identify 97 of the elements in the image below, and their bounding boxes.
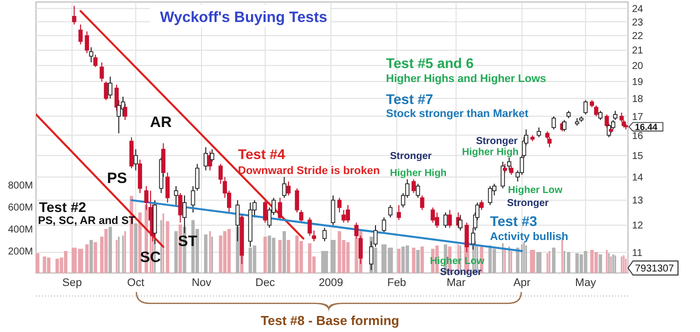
candlestick bbox=[583, 100, 588, 115]
annotation: Higher High bbox=[462, 147, 519, 158]
candlestick bbox=[420, 194, 424, 210]
candlestick bbox=[598, 110, 603, 120]
candlestick bbox=[488, 186, 492, 206]
y-tick-label: 13 bbox=[632, 196, 644, 207]
x-tick-label: Sep bbox=[62, 277, 82, 289]
annotation: Test #7 bbox=[386, 91, 434, 107]
annotation: AR bbox=[150, 114, 172, 131]
annotation: Higher High bbox=[390, 168, 447, 179]
text: Test #8 - Base forming bbox=[260, 313, 400, 328]
annotation: 16.44 bbox=[634, 122, 658, 132]
annotation: Stronger bbox=[440, 267, 482, 278]
y2-tick-label: 800M bbox=[8, 180, 33, 192]
x-tick-label: Feb bbox=[387, 277, 406, 289]
y-tick-label: 22 bbox=[632, 31, 644, 42]
candlestick bbox=[388, 204, 392, 218]
annotation: Activity bullish bbox=[490, 231, 569, 243]
candlestick bbox=[448, 209, 452, 228]
annotation: Test #3 bbox=[490, 213, 538, 229]
annotation: ST bbox=[178, 233, 198, 250]
y-tick-label: 23 bbox=[632, 17, 644, 28]
text: Wyckoff's Buying Tests bbox=[160, 9, 328, 26]
candlestick bbox=[507, 157, 512, 171]
x-tick-label: Mar bbox=[446, 277, 466, 289]
candlestick bbox=[412, 178, 416, 194]
y-tick-label: 12 bbox=[632, 220, 644, 232]
candlestick bbox=[322, 227, 327, 242]
y-tick-label: 15 bbox=[632, 150, 644, 162]
candlestick bbox=[552, 116, 556, 130]
annotation: Test #5 and 6 bbox=[386, 55, 474, 71]
candlestick bbox=[330, 194, 336, 226]
x-tick-label: Oct bbox=[127, 277, 144, 289]
candlestick bbox=[282, 176, 286, 198]
x-tick-label: Dec bbox=[255, 277, 276, 289]
candlestick bbox=[178, 192, 182, 224]
y2-tick-label: 200M bbox=[8, 246, 33, 258]
candlestick bbox=[263, 200, 268, 224]
candlestick bbox=[93, 54, 98, 68]
annotation: Test #4 bbox=[238, 146, 286, 162]
candlestick bbox=[536, 127, 541, 138]
y2-tick-label: 600M bbox=[8, 202, 33, 214]
y-tick-label: 17 bbox=[632, 112, 644, 123]
candlestick bbox=[204, 146, 208, 171]
annotation: Stronger bbox=[507, 198, 549, 209]
candlestick bbox=[346, 204, 350, 224]
y-tick-label: 19 bbox=[632, 77, 644, 88]
y-tick-label: 14 bbox=[632, 172, 644, 184]
annotation: Stronger bbox=[476, 136, 518, 147]
candlestick bbox=[89, 46, 94, 63]
candlestick bbox=[210, 148, 214, 162]
candlestick bbox=[434, 212, 440, 228]
y-tick-label: 11 bbox=[632, 248, 643, 259]
candlestick bbox=[458, 214, 462, 231]
annotation: Test #2 bbox=[39, 199, 86, 215]
y-tick-label: 21 bbox=[632, 46, 644, 57]
candlestick bbox=[116, 100, 121, 134]
annotation: Stronger bbox=[390, 151, 432, 162]
y-tick-label: 24 bbox=[632, 4, 644, 15]
candlestick bbox=[104, 81, 108, 101]
candlestick bbox=[382, 217, 386, 234]
candlestick bbox=[174, 186, 178, 206]
annotation: Higher Low bbox=[430, 256, 485, 267]
candlestick bbox=[286, 181, 291, 196]
candlestick bbox=[108, 76, 112, 99]
x-tick-label: Apr bbox=[513, 277, 531, 289]
candlestick bbox=[72, 5, 76, 25]
annotation: Higher Low bbox=[508, 185, 563, 196]
candlestick bbox=[278, 197, 282, 221]
candlestick bbox=[78, 24, 83, 45]
candlestick bbox=[479, 200, 484, 210]
candlestick bbox=[396, 204, 401, 221]
annotation: PS, SC, AR and ST bbox=[38, 215, 136, 227]
candlestick bbox=[604, 114, 609, 128]
y2-tick-label: 400M bbox=[8, 224, 33, 236]
x-tick-label: 2009 bbox=[318, 277, 344, 289]
candlestick bbox=[443, 212, 448, 228]
x-tick-label: Nov bbox=[192, 277, 212, 289]
candlestick bbox=[342, 209, 346, 224]
annotation: Higher Highs and Higher Lows bbox=[386, 73, 546, 85]
candlestick bbox=[337, 197, 342, 213]
candlestick bbox=[134, 148, 138, 171]
annotation: PS bbox=[107, 170, 128, 187]
text: 7931307 bbox=[635, 264, 674, 274]
y-tick-label: 18 bbox=[632, 94, 644, 105]
y-tick-label: 20 bbox=[632, 60, 644, 72]
candlestick bbox=[84, 30, 90, 54]
annotation: Downward Stride is broken bbox=[238, 165, 380, 177]
y-tick-label: 16 bbox=[632, 130, 644, 142]
candlestick bbox=[123, 103, 128, 120]
candlestick bbox=[100, 62, 104, 82]
annotation: SC bbox=[140, 249, 162, 266]
annotation: Stock stronger than Market bbox=[386, 108, 529, 120]
candlestick bbox=[562, 119, 566, 132]
candlestick bbox=[594, 104, 598, 117]
candlestick bbox=[416, 183, 420, 198]
x-tick-label: May bbox=[575, 277, 596, 289]
